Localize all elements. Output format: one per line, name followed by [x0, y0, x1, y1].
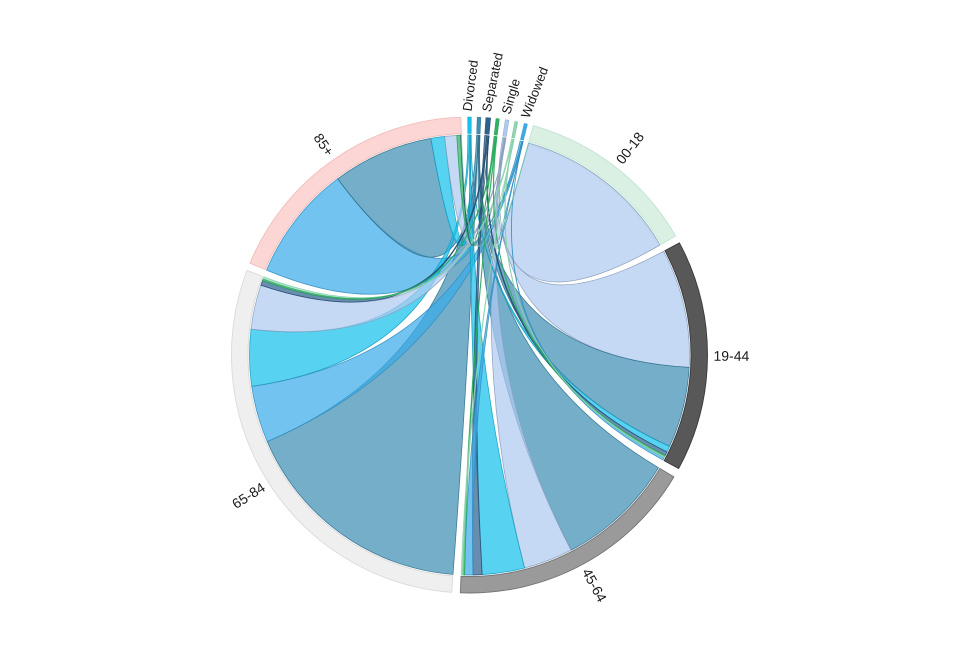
svg-text:19-44: 19-44: [713, 348, 749, 364]
svg-text:Divorced: Divorced: [460, 59, 481, 112]
